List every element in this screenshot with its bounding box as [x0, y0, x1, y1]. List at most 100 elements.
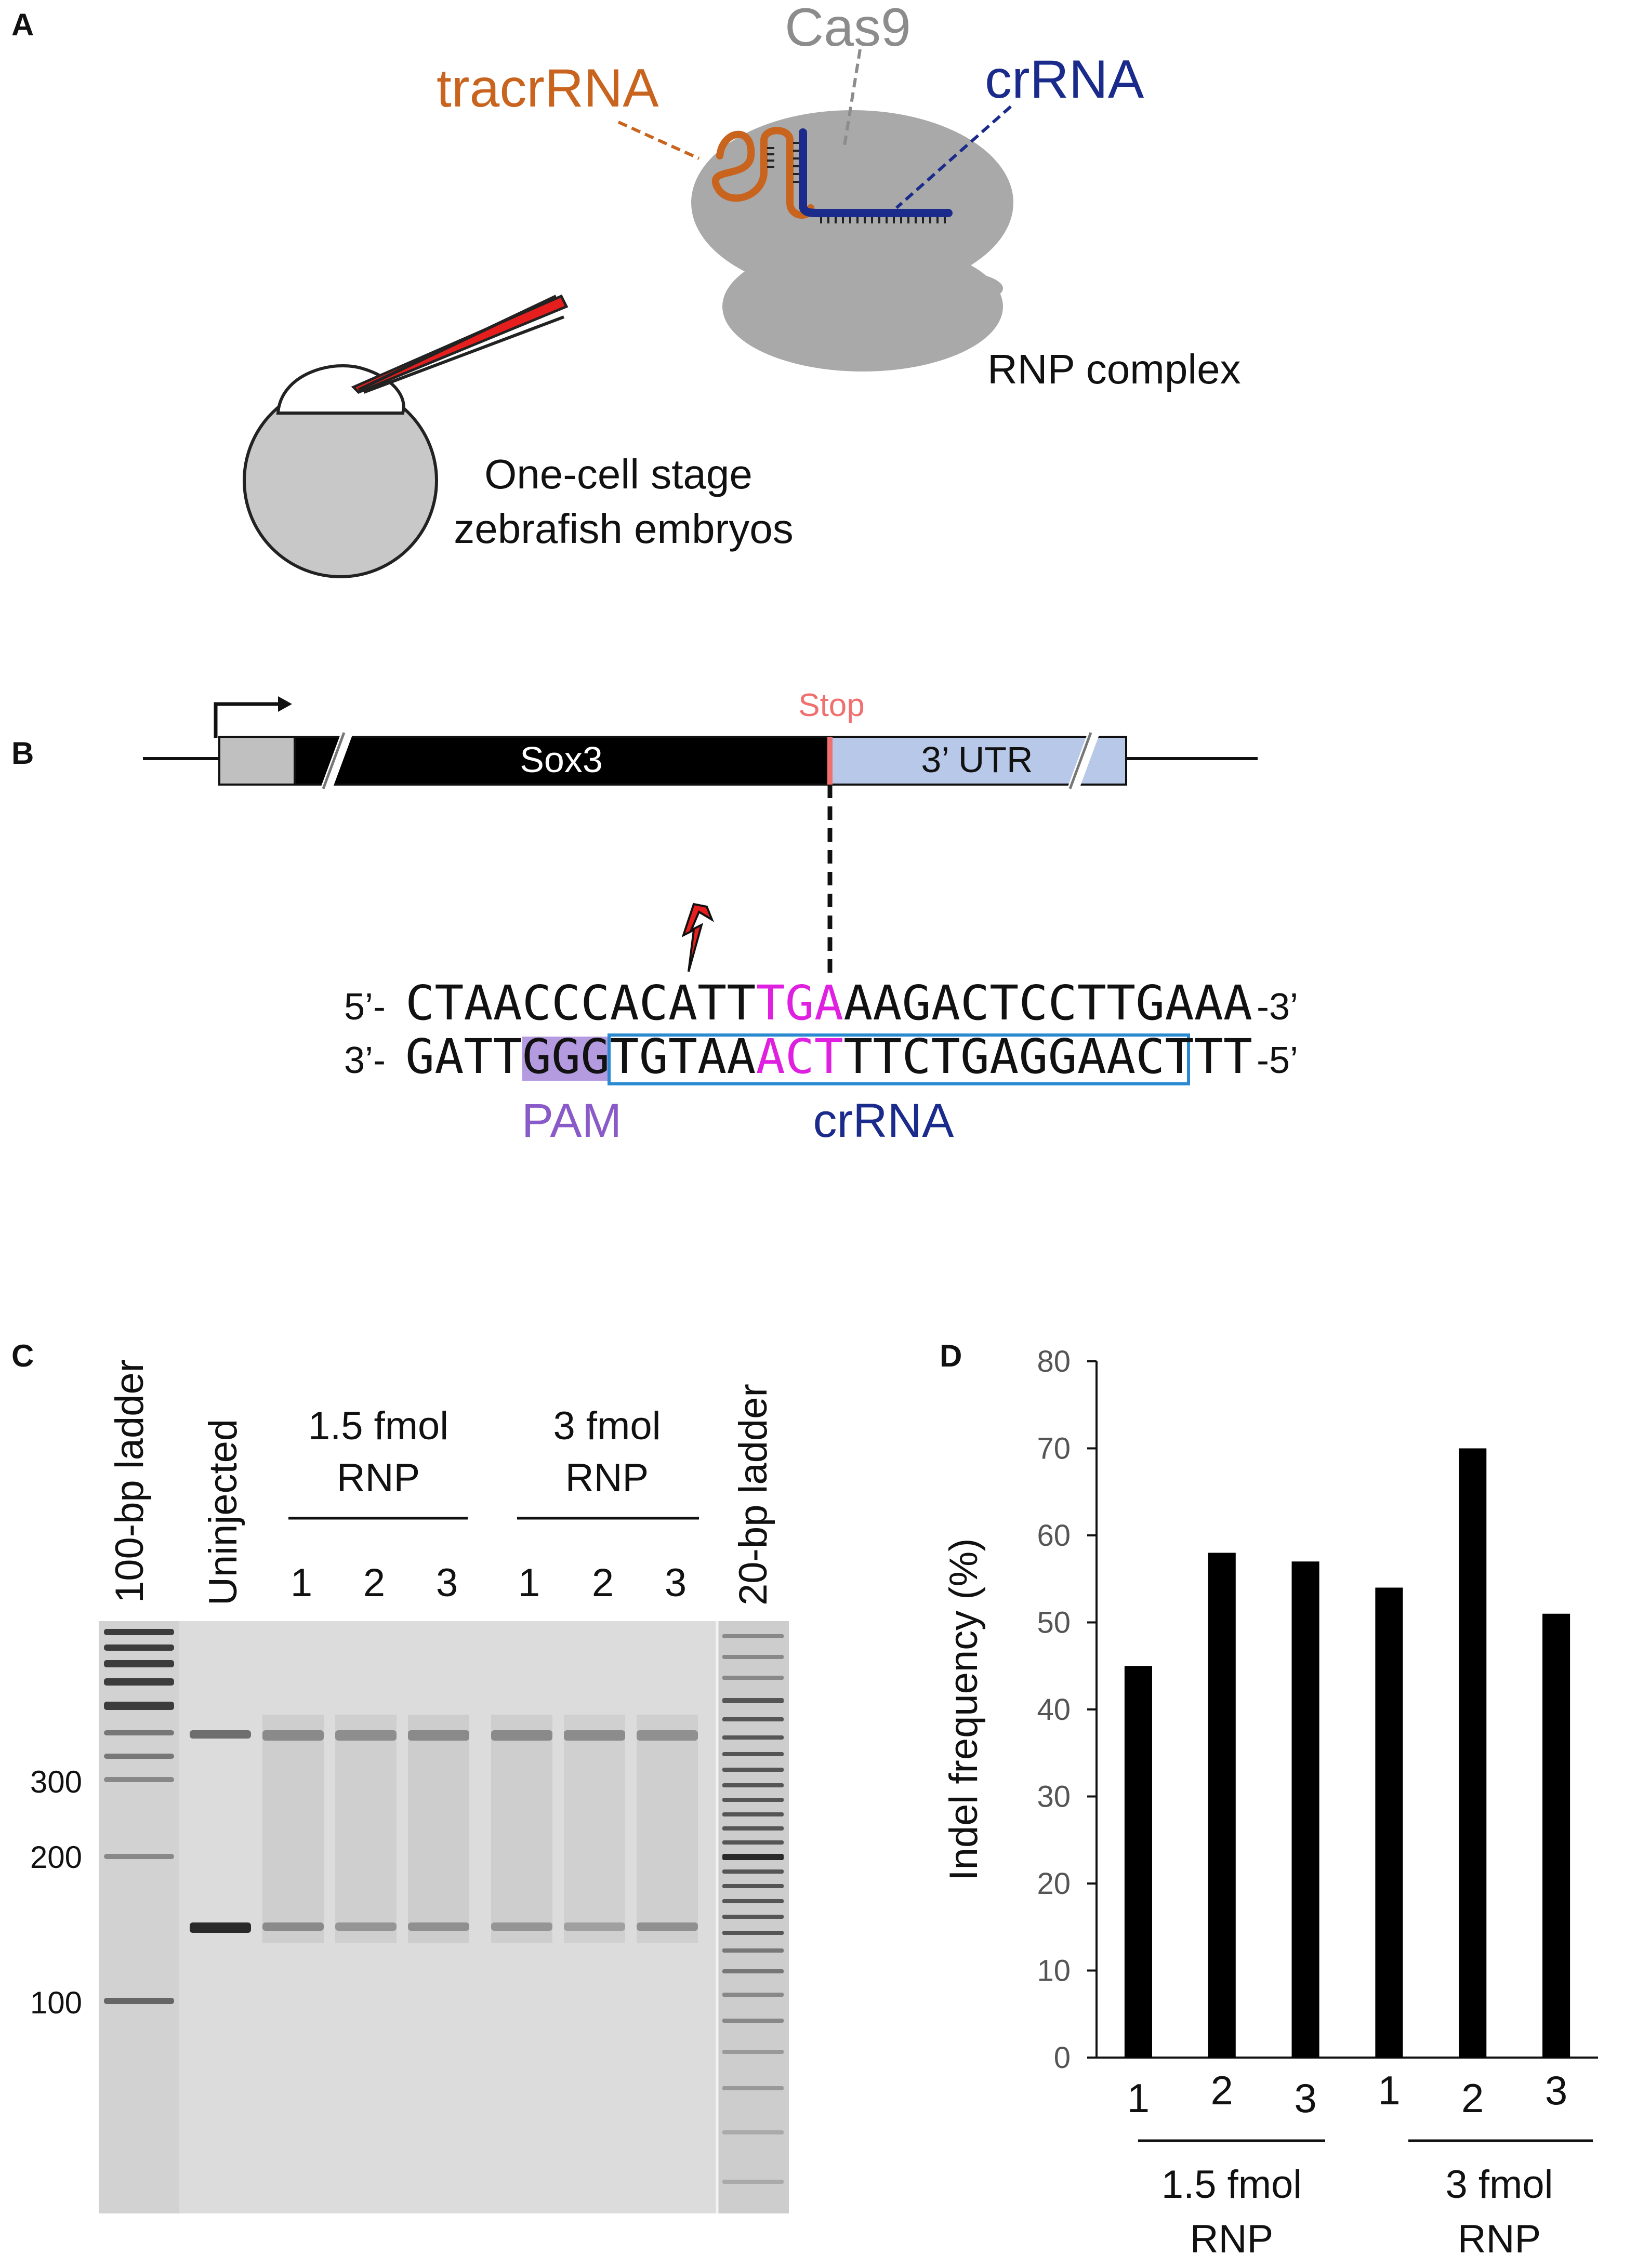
x-tick-label: 2	[1211, 2067, 1233, 2113]
stop-mark	[827, 737, 833, 785]
gel-sample-lanes	[262, 1715, 698, 1943]
tracrrna-strand	[712, 127, 814, 219]
crrna-target-label: crRNA	[813, 1094, 955, 1147]
gel-lane-number: 1	[291, 1561, 312, 1605]
gel-upper-bands	[190, 1730, 698, 1741]
y-tick-label: 70	[1037, 1432, 1071, 1466]
bar	[1459, 1448, 1487, 2058]
chart-group1-line2: RNP	[1190, 2217, 1273, 2261]
gel-group1-line2: RNP	[337, 1456, 420, 1500]
size-marker-100: 100	[30, 1985, 82, 2020]
rnp-complex-label: RNP complex	[987, 346, 1241, 392]
gel-group2-line2: RNP	[565, 1456, 649, 1500]
crrna-strand	[799, 128, 953, 217]
tracrrna-leader	[617, 121, 700, 160]
top-strand-sequence: CTAACCCACATT TGAAAGACTCCTTGAAA	[405, 975, 1252, 1031]
utr-label: 3’ UTR	[921, 739, 1033, 780]
x-tick-label: 1	[1127, 2075, 1150, 2121]
gel-lane-number: 3	[665, 1561, 687, 1605]
panel-label-c: C	[11, 1338, 34, 1373]
bar	[1124, 1666, 1152, 2058]
cas9-upper-lobe	[691, 110, 1013, 295]
top-seq-stop-codon: TGA	[756, 975, 843, 1031]
gel-lane-number: 2	[363, 1561, 385, 1605]
chart-group2-line1: 3 fmol	[1446, 2163, 1553, 2207]
x-tick-label: 3	[1294, 2075, 1316, 2121]
panel-label-d: D	[940, 1338, 962, 1373]
chart-group2-line2: RNP	[1458, 2217, 1541, 2261]
ladder-20bp-bands	[722, 1634, 784, 2184]
bar	[1375, 1587, 1403, 2058]
break-slash-1-white	[321, 731, 353, 791]
y-tick-label: 50	[1037, 1606, 1071, 1640]
top-seq-a: CTAACCCACATT	[405, 975, 756, 1031]
base-pair-ticks	[767, 142, 946, 223]
size-marker-300: 300	[30, 1765, 82, 1799]
tracrrna-label: tracrRNA	[437, 58, 659, 118]
size-marker-200: 200	[30, 1840, 82, 1875]
cut-site-lightning-icon	[681, 903, 715, 972]
cas9-leader	[843, 49, 862, 146]
bot-seq-a: GATT	[405, 1029, 522, 1084]
y-tick-label: 20	[1037, 1867, 1071, 1901]
y-tick-label: 10	[1037, 1954, 1071, 1988]
break-slash-1	[322, 732, 346, 789]
bot-seq-b: TGTAA	[610, 1029, 756, 1084]
lane-label-uninjected: Uninjected	[201, 1419, 245, 1606]
y-tick-label: 40	[1037, 1693, 1071, 1727]
y-axis-title: Indel frequency (%)	[942, 1538, 986, 1881]
top-strand-5prime: 5’-	[344, 986, 386, 1028]
gel-group1-line1: 1.5 fmol	[308, 1404, 448, 1448]
x-tick-label: 2	[1461, 2075, 1484, 2121]
needle-edge-top	[358, 295, 557, 391]
chart-group1-line1: 1.5 fmol	[1161, 2163, 1302, 2207]
embryo-label-line1: One-cell stage	[484, 451, 753, 497]
gel-lower-bands	[190, 1922, 698, 1933]
panel-label-b: B	[11, 736, 34, 771]
gel-group2-line1: 3 fmol	[553, 1404, 661, 1448]
lane-label-100bp-ladder: 100-bp ladder	[108, 1359, 152, 1603]
pam-label: PAM	[522, 1094, 622, 1147]
gel-lane-number: 1	[518, 1561, 540, 1605]
x-tick-label: 1	[1378, 2067, 1400, 2113]
crrna-label: crRNA	[985, 49, 1144, 110]
bottom-strand-3prime: 3’-	[344, 1040, 386, 1081]
ladder-100bp-bands	[104, 1629, 174, 2004]
gel-100bp-lane	[99, 1621, 179, 2213]
break-slash-2	[1068, 732, 1092, 789]
crrna-leader	[895, 105, 1012, 209]
break-slash-2-white	[1067, 731, 1100, 791]
sox3-label: Sox3	[520, 739, 603, 780]
top-seq-b: AAGACTCCTTGAAA	[843, 975, 1252, 1031]
exon1-utr-box	[218, 736, 296, 786]
crrna-target-box	[608, 1033, 1190, 1085]
sox3-coding-box	[294, 736, 831, 786]
bot-seq-c: TTCTGAGGAACT	[843, 1029, 1194, 1084]
pam-highlight	[522, 1037, 608, 1081]
tss-arrow-line	[214, 702, 278, 738]
bar	[1542, 1613, 1570, 2058]
bottom-strand-5prime: -5’	[1257, 1040, 1298, 1081]
panel-label-a: A	[11, 7, 34, 42]
bot-seq-stop-codon: ACT	[756, 1029, 843, 1084]
needle-edge-bottom	[363, 315, 565, 394]
indel-frequency-chart: 0 10 20 30 40 50 60 70 80 1 2 3 1 2 3 Indel frequency…	[942, 1345, 1598, 2261]
tss-arrow-head	[278, 696, 292, 712]
gel-lane-number: 3	[436, 1561, 458, 1605]
y-tick-label: 80	[1037, 1345, 1071, 1378]
y-tick-label: 60	[1037, 1519, 1071, 1553]
lane-label-20bp-ladder: 20-bp ladder	[731, 1384, 775, 1606]
bot-seq-d: TT	[1194, 1029, 1252, 1084]
stop-label: Stop	[798, 687, 865, 723]
bot-seq-pam: GGG	[522, 1029, 610, 1084]
y-tick-label: 0	[1054, 2041, 1071, 2075]
bottom-strand-sequence: GATTGGGTGTAAACTTTCTGAGGAACT TT	[405, 1029, 1252, 1084]
top-strand-3prime: -3’	[1257, 986, 1298, 1028]
gel-lane-number: 2	[592, 1561, 614, 1605]
x-tick-label: 3	[1545, 2067, 1567, 2113]
bar	[1208, 1553, 1236, 2058]
y-tick-label: 30	[1037, 1780, 1071, 1814]
bar	[1291, 1561, 1319, 2058]
cas9-label: Cas9	[785, 0, 911, 58]
